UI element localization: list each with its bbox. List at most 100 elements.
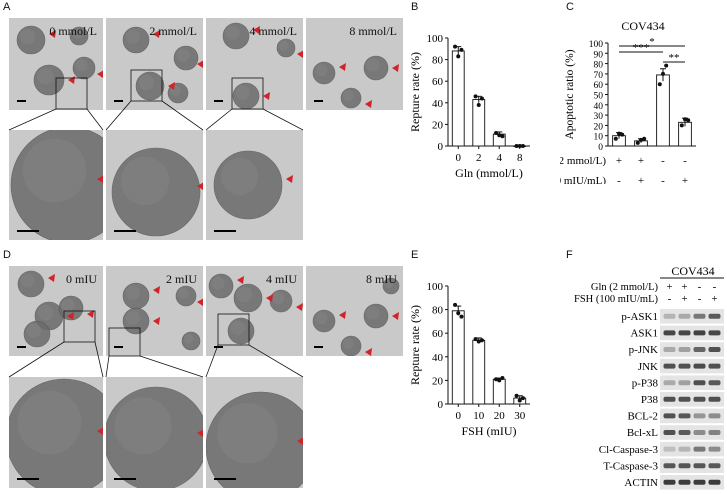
arrowhead-icon xyxy=(97,427,103,435)
oocyte-cell xyxy=(363,55,389,81)
y-tick-label: 40 xyxy=(594,102,604,112)
bar xyxy=(472,339,486,405)
micrograph-a-3: 8 mmol/L xyxy=(306,18,403,110)
blot-band xyxy=(693,396,706,402)
scale-bar xyxy=(17,346,26,348)
band-label: T-Caspase-3 xyxy=(603,460,658,472)
blot-band xyxy=(678,347,691,352)
blot-band xyxy=(678,396,691,402)
data-point xyxy=(456,311,461,316)
blot-strip xyxy=(660,475,724,490)
western-title: COV434 xyxy=(671,264,714,278)
data-point xyxy=(500,134,505,139)
arrowhead-icon xyxy=(67,312,74,320)
data-point xyxy=(520,396,525,401)
micrograph-cells xyxy=(114,282,203,351)
micrograph-cells xyxy=(16,25,103,102)
micrograph-cells xyxy=(206,391,303,488)
oocyte-cell xyxy=(9,378,103,488)
oocyte-cell-highlight xyxy=(37,304,54,321)
y-tick-label: 100 xyxy=(427,281,444,293)
y-tick-label: 70 xyxy=(594,71,604,81)
data-point xyxy=(453,44,458,49)
micrograph-cells xyxy=(214,22,303,110)
blot-band xyxy=(708,413,721,419)
arrowhead-icon xyxy=(392,312,399,320)
oocyte-cell-highlight xyxy=(125,285,140,300)
oocyte-cell xyxy=(276,38,296,58)
blot-band xyxy=(678,413,691,419)
oocyte-cell-highlight xyxy=(211,276,225,290)
oocyte-cell-highlight xyxy=(114,397,172,455)
condition-mark: - xyxy=(668,293,672,305)
oocyte-cell xyxy=(181,331,201,351)
oocyte-cell xyxy=(23,320,51,348)
condition-mark: + xyxy=(638,175,644,184)
x-tick-label: 0 xyxy=(456,152,462,164)
condition-label: FSH (100 mIU/mL) xyxy=(574,294,659,305)
data-point xyxy=(476,339,481,344)
band-label: Bcl-xL xyxy=(627,427,658,439)
y-tick-label: 40 xyxy=(432,98,444,110)
oocyte-cell xyxy=(269,289,293,313)
blot-strip xyxy=(660,309,724,324)
scale-bar xyxy=(17,230,39,232)
oocyte-cell xyxy=(72,56,96,80)
blot-strip xyxy=(660,458,724,473)
arrowhead-icon xyxy=(296,303,303,311)
data-point xyxy=(514,144,519,148)
micrograph-cells xyxy=(208,273,303,348)
data-point xyxy=(459,314,464,319)
band-label: p-JNK xyxy=(629,344,658,356)
data-point xyxy=(479,338,484,343)
condition-mark: + xyxy=(681,293,687,305)
micrograph-caption: 2 mIU xyxy=(166,272,197,286)
oocyte-cell xyxy=(382,277,400,295)
condition-mark: - xyxy=(713,281,717,293)
oocyte-cell-highlight xyxy=(22,138,87,203)
data-point xyxy=(514,393,519,398)
oocyte-cell xyxy=(10,130,103,240)
arrowhead-icon xyxy=(392,64,399,72)
blot-band xyxy=(693,330,706,336)
blot-band xyxy=(663,313,676,319)
x-tick-label: 2 xyxy=(476,152,482,164)
blot-band xyxy=(693,313,706,319)
scale-bar xyxy=(114,478,136,480)
micrograph-a-zoom-2 xyxy=(206,130,303,240)
oocyte-cell-highlight xyxy=(230,320,245,335)
arrowhead-icon xyxy=(87,310,94,318)
blot-band xyxy=(678,430,691,435)
data-point xyxy=(617,131,621,136)
panel-label-c: C xyxy=(566,1,574,13)
y-tick-label: 10 xyxy=(594,133,604,143)
oocyte-cell-highlight xyxy=(278,40,289,51)
micrograph-caption: 8 mIU xyxy=(366,272,397,286)
micrograph-d-1: 2 mIU xyxy=(106,266,203,356)
micrograph-cells xyxy=(106,386,203,488)
oocyte-cell-highlight xyxy=(19,28,36,45)
significance-stars: ** xyxy=(669,52,680,64)
arrowhead-icon xyxy=(97,70,103,78)
micrograph-cells xyxy=(312,277,400,356)
oocyte-cell xyxy=(312,61,336,85)
oocyte-cell-highlight xyxy=(272,292,285,305)
arrowhead-icon xyxy=(197,182,203,190)
oocyte-cell xyxy=(312,309,336,333)
blot-strip xyxy=(660,408,724,424)
blot-band xyxy=(708,479,721,485)
oocyte-cell xyxy=(33,64,65,96)
blot-band xyxy=(693,463,706,469)
blot-band xyxy=(693,363,706,369)
oocyte-cell-highlight xyxy=(315,64,328,77)
blot-strip xyxy=(660,375,724,390)
scale-bar xyxy=(214,346,223,348)
blot-strip xyxy=(660,325,724,341)
arrowhead-icon xyxy=(297,437,303,445)
arrowhead-icon xyxy=(339,311,346,319)
blot-strip xyxy=(660,392,724,407)
data-point xyxy=(500,376,505,381)
data-point xyxy=(661,71,665,76)
oocyte-cell xyxy=(135,71,165,101)
